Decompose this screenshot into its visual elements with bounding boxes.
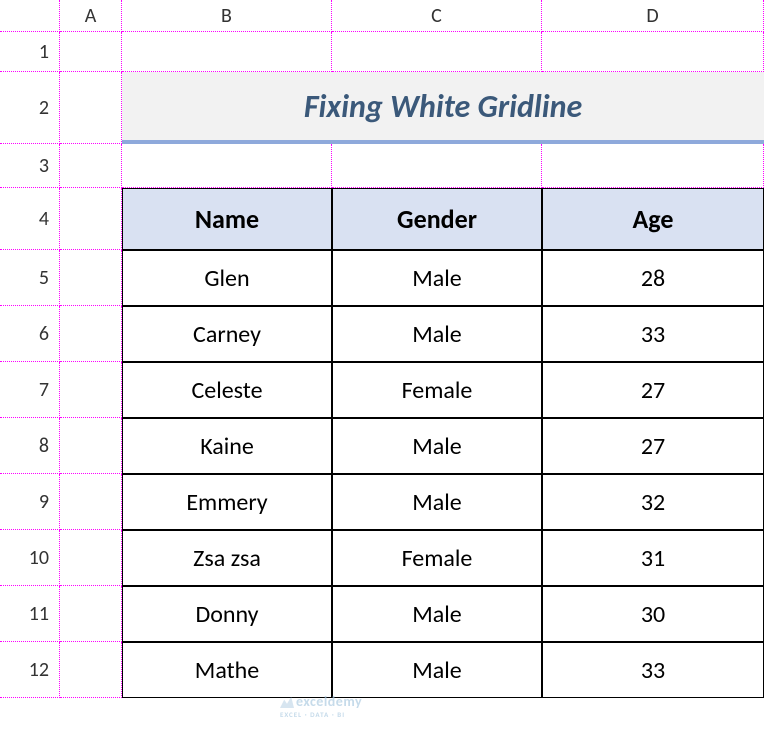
table-cell[interactable]: 27 (542, 362, 764, 418)
cell-A11[interactable] (60, 586, 122, 642)
spreadsheet-grid: A B C D 1 2 Fixing White Gridline 3 4 Na… (0, 0, 764, 698)
cell-B3[interactable] (122, 144, 332, 188)
cell-A12[interactable] (60, 642, 122, 698)
table-cell[interactable]: Female (332, 362, 542, 418)
watermark-subtext: EXCEL · DATA · BI (280, 710, 362, 719)
table-cell[interactable]: Female (332, 530, 542, 586)
col-header-A[interactable]: A (60, 0, 122, 32)
row-header-12[interactable]: 12 (0, 642, 60, 698)
cell-A4[interactable] (60, 188, 122, 250)
col-header-D[interactable]: D (542, 0, 764, 32)
row-header-5[interactable]: 5 (0, 250, 60, 306)
table-cell[interactable]: Kaine (122, 418, 332, 474)
row-header-4[interactable]: 4 (0, 188, 60, 250)
row-header-9[interactable]: 9 (0, 474, 60, 530)
title-cell[interactable]: Fixing White Gridline (122, 72, 764, 144)
table-cell[interactable]: Zsa zsa (122, 530, 332, 586)
table-cell[interactable]: Male (332, 474, 542, 530)
col-header-C[interactable]: C (332, 0, 542, 32)
cell-B1[interactable] (122, 32, 332, 72)
cell-A8[interactable] (60, 418, 122, 474)
cell-A6[interactable] (60, 306, 122, 362)
table-cell[interactable]: 33 (542, 642, 764, 698)
row-header-10[interactable]: 10 (0, 530, 60, 586)
table-cell[interactable]: 33 (542, 306, 764, 362)
table-cell[interactable]: Celeste (122, 362, 332, 418)
table-cell[interactable]: Male (332, 250, 542, 306)
row-header-3[interactable]: 3 (0, 144, 60, 188)
cell-A2[interactable] (60, 72, 122, 144)
table-cell[interactable]: Glen (122, 250, 332, 306)
table-cell[interactable]: Emmery (122, 474, 332, 530)
table-cell[interactable]: Male (332, 586, 542, 642)
table-cell[interactable]: Male (332, 418, 542, 474)
cell-A7[interactable] (60, 362, 122, 418)
table-cell[interactable]: Male (332, 642, 542, 698)
table-cell[interactable]: Donny (122, 586, 332, 642)
cell-A3[interactable] (60, 144, 122, 188)
cell-C1[interactable] (332, 32, 542, 72)
table-header-name[interactable]: Name (122, 188, 332, 250)
cell-C3[interactable] (332, 144, 542, 188)
table-cell[interactable]: 32 (542, 474, 764, 530)
table-cell[interactable]: 31 (542, 530, 764, 586)
table-cell[interactable]: Mathe (122, 642, 332, 698)
title-text: Fixing White Gridline (304, 87, 582, 126)
table-cell[interactable]: 30 (542, 586, 764, 642)
row-header-6[interactable]: 6 (0, 306, 60, 362)
row-header-7[interactable]: 7 (0, 362, 60, 418)
cell-D3[interactable] (542, 144, 764, 188)
cell-A1[interactable] (60, 32, 122, 72)
col-header-B[interactable]: B (122, 0, 332, 32)
row-header-2[interactable]: 2 (0, 72, 60, 144)
table-header-age[interactable]: Age (542, 188, 764, 250)
cell-A10[interactable] (60, 530, 122, 586)
table-cell[interactable]: 28 (542, 250, 764, 306)
row-header-1[interactable]: 1 (0, 32, 60, 72)
cell-A5[interactable] (60, 250, 122, 306)
cell-D1[interactable] (542, 32, 764, 72)
row-header-11[interactable]: 11 (0, 586, 60, 642)
cell-A9[interactable] (60, 474, 122, 530)
row-header-8[interactable]: 8 (0, 418, 60, 474)
select-all-corner[interactable] (0, 0, 60, 32)
table-cell[interactable]: Carney (122, 306, 332, 362)
table-cell[interactable]: 27 (542, 418, 764, 474)
table-header-gender[interactable]: Gender (332, 188, 542, 250)
table-cell[interactable]: Male (332, 306, 542, 362)
